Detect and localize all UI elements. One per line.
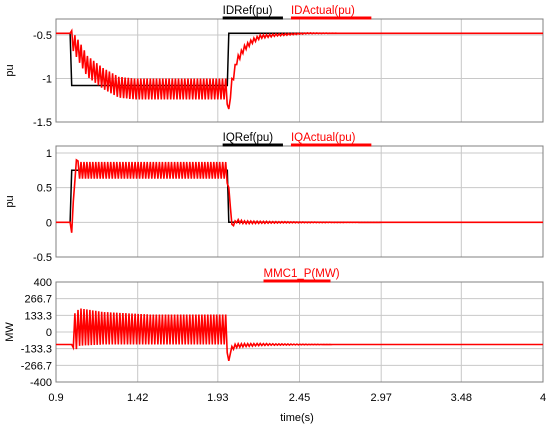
- y-tick-label: -133.3: [21, 344, 52, 356]
- legend: IQRef(pu) IQActual(pu): [222, 132, 372, 147]
- y-tick-label: 1: [46, 148, 52, 160]
- legend-label-MMC1_P(MW): MMC1_P(MW): [264, 268, 340, 280]
- legend: IDRef(pu) IDActual(pu): [222, 5, 372, 20]
- y-tick-label: 0: [46, 217, 52, 229]
- series-line-MMC1_P(MW): [56, 308, 543, 361]
- y-tick-label: -1: [42, 74, 52, 86]
- y-axis-label: pu: [4, 64, 16, 76]
- y-tick-label: -400: [30, 377, 52, 389]
- x-tick-label: 1.42: [127, 392, 148, 404]
- x-axis-label: time(s): [280, 412, 314, 424]
- x-tick-label: 2.45: [289, 392, 310, 404]
- x-tick-label: 2.97: [370, 392, 391, 404]
- x-tick-label: 1.93: [207, 392, 228, 404]
- x-tick-label: 4: [540, 392, 546, 404]
- y-tick-label: 400: [34, 277, 52, 289]
- y-tick-label: -266.7: [21, 360, 52, 372]
- gridlines: [56, 282, 543, 382]
- legend: MMC1_P(MW): [263, 268, 340, 283]
- legend-label-IDRef(pu): IDRef(pu): [223, 5, 273, 17]
- y-tick-label: -0.5: [33, 252, 52, 264]
- y-tick-label: 0.5: [37, 183, 52, 195]
- chart-panel-2: 1 0.5 0 -0.5 pu IQRef(pu) IQActual(pu): [4, 132, 544, 264]
- legend-label-IQRef(pu): IQRef(pu): [223, 132, 274, 144]
- series-line-IDActual(pu): [56, 28, 543, 110]
- y-tick-label: 133.3: [24, 310, 52, 322]
- legend-label-IQActual(pu): IQActual(pu): [291, 132, 356, 144]
- y-tick-label: 0: [46, 327, 52, 339]
- y-tick-label: 266.7: [24, 294, 52, 306]
- chart-panel-1: -0.5 -1 -1.5 pu IDRef(pu) IDActual(pu): [4, 5, 544, 129]
- y-tick-label: -1.5: [33, 117, 52, 129]
- y-tick-label: -0.5: [33, 30, 52, 42]
- y-axis-label: pu: [4, 195, 16, 207]
- x-tick-label: 3.48: [451, 392, 472, 404]
- series-line-IQActual(pu): [56, 158, 543, 233]
- y-axis-label: MW: [4, 322, 16, 342]
- chart-panel-3: 400 266.7 133.3 0 -133.3 -266.7 -400 MW MMC1_P(M…: [4, 268, 544, 389]
- legend-label-IDActual(pu): IDActual(pu): [291, 5, 355, 17]
- x-tick-label: 0.9: [48, 392, 63, 404]
